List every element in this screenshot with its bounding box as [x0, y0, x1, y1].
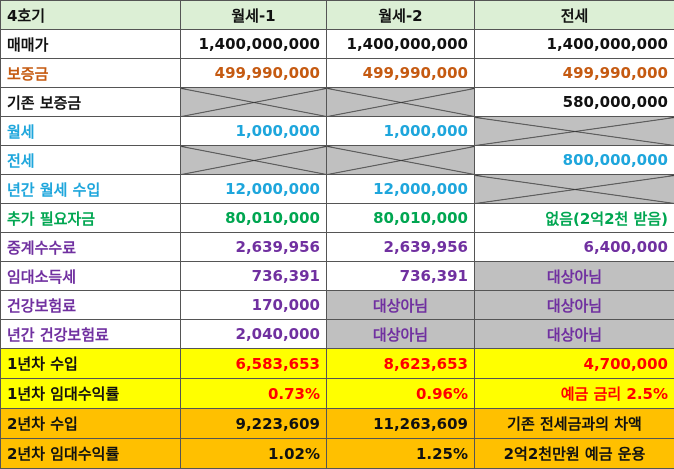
value-cell: 800,000,000	[474, 145, 674, 175]
value-cell: 80,010,000	[180, 203, 327, 233]
row-label: 보증금	[0, 58, 181, 88]
table-row: 건강보험료 170,000 대상아님 대상아님	[0, 290, 674, 320]
table-row: 년간 월세 수입 12,000,000 12,000,000	[0, 174, 674, 204]
value-cell: 없음(2억2천 받음)	[474, 203, 674, 233]
row-label: 기존 보증금	[0, 87, 181, 117]
table-row: 추가 필요자금 80,010,000 80,010,000 없음(2억2천 받음)	[0, 203, 674, 233]
value-cell: 6,583,653	[180, 348, 327, 379]
row-label: 건강보험료	[0, 290, 181, 320]
row-label: 추가 필요자금	[0, 203, 181, 233]
table-row: 전세 800,000,000	[0, 145, 674, 175]
crossed-cell	[474, 174, 674, 204]
table-row: 2년차 임대수익률 1.02% 1.25% 2억2천만원 예금 운용	[0, 438, 674, 469]
value-cell: 2,639,956	[326, 232, 475, 262]
table-row: 중계수수료 2,639,956 2,639,956 6,400,000	[0, 232, 674, 262]
table-header: 4호기 월세-1 월세-2 전세	[0, 0, 674, 30]
value-cell: 1.02%	[180, 438, 327, 469]
row-label: 매매가	[0, 29, 181, 59]
row-label: 월세	[0, 116, 181, 146]
table-row: 1년차 임대수익률 0.73% 0.96% 예금 금리 2.5%	[0, 378, 674, 409]
row-label: 년간 건강보험료	[0, 319, 181, 349]
value-cell: 0.73%	[180, 378, 327, 409]
table-row: 년간 건강보험료 2,040,000 대상아님 대상아님	[0, 319, 674, 349]
crossed-cell	[474, 116, 674, 146]
header-cell: 월세-2	[326, 0, 475, 30]
row-label: 1년차 수입	[0, 348, 181, 379]
value-cell: 170,000	[180, 290, 327, 320]
value-cell: 1,400,000,000	[474, 29, 674, 59]
crossed-cell	[180, 87, 327, 117]
value-cell: 기존 전세금과의 차액	[474, 408, 674, 439]
value-cell: 1,000,000	[326, 116, 475, 146]
row-label: 중계수수료	[0, 232, 181, 262]
value-cell: 580,000,000	[474, 87, 674, 117]
row-label: 임대소득세	[0, 261, 181, 291]
table-row: 기존 보증금 580,000,000	[0, 87, 674, 117]
table-row: 매매가 1,400,000,000 1,400,000,000 1,400,000,0…	[0, 29, 674, 59]
value-cell: 499,990,000	[326, 58, 475, 88]
value-cell: 0.96%	[326, 378, 475, 409]
value-cell: 1.25%	[326, 438, 475, 469]
value-cell: 2억2천만원 예금 운용	[474, 438, 674, 469]
header-cell: 전세	[474, 0, 674, 30]
value-cell: 대상아님	[474, 261, 674, 291]
header-cell: 월세-1	[180, 0, 327, 30]
value-cell: 대상아님	[474, 319, 674, 349]
value-cell: 736,391	[326, 261, 475, 291]
row-label: 년간 월세 수입	[0, 174, 181, 204]
value-cell: 대상아님	[326, 290, 475, 320]
table-row: 월세 1,000,000 1,000,000	[0, 116, 674, 146]
value-cell: 11,263,609	[326, 408, 475, 439]
value-cell: 6,400,000	[474, 232, 674, 262]
table-row: 2년차 수입 9,223,609 11,263,609 기존 전세금과의 차액	[0, 408, 674, 439]
table-row: 1년차 수입 6,583,653 8,623,653 4,700,000	[0, 348, 674, 379]
value-cell: 1,400,000,000	[180, 29, 327, 59]
value-cell: 1,000,000	[180, 116, 327, 146]
value-cell: 12,000,000	[326, 174, 475, 204]
value-cell: 대상아님	[326, 319, 475, 349]
value-cell: 80,010,000	[326, 203, 475, 233]
crossed-cell	[180, 145, 327, 175]
value-cell: 2,040,000	[180, 319, 327, 349]
value-cell: 12,000,000	[180, 174, 327, 204]
value-cell: 2,639,956	[180, 232, 327, 262]
table-body: 매매가 1,400,000,000 1,400,000,000 1,400,000,0…	[0, 29, 674, 469]
value-cell: 4,700,000	[474, 348, 674, 379]
value-cell: 1,400,000,000	[326, 29, 475, 59]
value-cell: 대상아님	[474, 290, 674, 320]
value-cell: 9,223,609	[180, 408, 327, 439]
row-label: 1년차 임대수익률	[0, 378, 181, 409]
header-cell: 4호기	[0, 0, 181, 30]
table-row: 보증금 499,990,000 499,990,000 499,990,000	[0, 58, 674, 88]
value-cell: 499,990,000	[180, 58, 327, 88]
value-cell: 736,391	[180, 261, 327, 291]
crossed-cell	[326, 87, 475, 117]
value-cell: 499,990,000	[474, 58, 674, 88]
crossed-cell	[326, 145, 475, 175]
value-cell: 8,623,653	[326, 348, 475, 379]
row-label: 2년차 임대수익률	[0, 438, 181, 469]
table-row: 임대소득세 736,391 736,391 대상아님	[0, 261, 674, 291]
row-label: 2년차 수입	[0, 408, 181, 439]
header-row: 4호기 월세-1 월세-2 전세	[0, 0, 674, 30]
value-cell: 예금 금리 2.5%	[474, 378, 674, 409]
row-label: 전세	[0, 145, 181, 175]
